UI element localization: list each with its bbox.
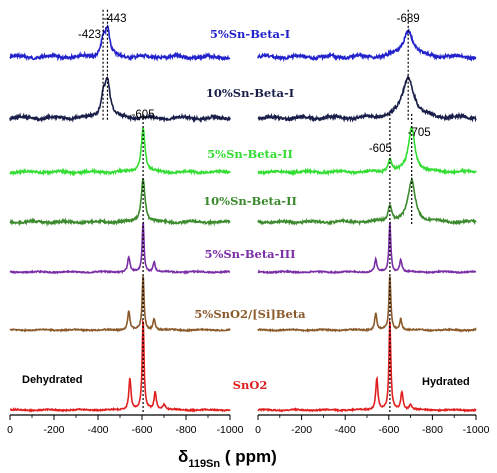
x-tick-label: -1000 <box>463 424 490 436</box>
x-tick-label: -1000 <box>217 424 244 436</box>
panel-hydrated: 0 -200 -400 -600 -800 -1000 -689 -605 -705 <box>255 9 490 436</box>
spectrum-line <box>257 276 477 333</box>
x-tick-label: -200 <box>43 424 64 436</box>
x-tick-label: 0 <box>255 424 261 436</box>
peak-annotation: -689 <box>397 13 420 25</box>
x-tick-label: -600 <box>131 424 152 436</box>
x-axis-label: δ119Sn ( ppm) <box>178 447 277 470</box>
peak-annotation: -423 <box>78 29 101 41</box>
series-label: 10%Sn-Beta-II <box>203 194 297 208</box>
peak-annotation: -443 <box>103 13 126 25</box>
spectrum-line <box>9 221 231 275</box>
series-label: 5%SnO2/[Si]Beta <box>194 307 306 321</box>
spectrum-line <box>9 275 231 333</box>
x-tick-label: -800 <box>175 424 196 436</box>
spectrum-line <box>9 24 231 62</box>
x-tick-label: -600 <box>378 424 399 436</box>
spectrum-line <box>257 176 477 226</box>
spectrum-line <box>257 27 477 63</box>
series-label: 5%Sn-Beta-III <box>204 247 295 261</box>
x-tick-label: -400 <box>335 424 356 436</box>
condition-label-dehydrated: Dehydrated <box>22 374 83 386</box>
panel-dehydrated: 0 -200 -400 -600 -800 -1000 -423-443 -605 <box>7 9 244 436</box>
spectrum-line <box>9 76 231 124</box>
series-label: 5%Sn-Beta-I <box>210 27 290 41</box>
series-labels: 5%Sn-Beta-I 10%Sn-Beta-I 5%Sn-Beta-II 10%Sn… <box>194 27 306 392</box>
series-label: SnO2 <box>233 378 268 392</box>
spectrum-line <box>9 177 231 227</box>
spectrum-line <box>257 73 477 123</box>
x-tick-label: -400 <box>87 424 108 436</box>
peak-annotation: -605 <box>369 143 392 155</box>
spectrum-line <box>257 220 476 275</box>
series-label: 5%Sn-Beta-II <box>207 147 293 161</box>
peak-annotation: -705 <box>408 127 431 139</box>
series-label: 10%Sn-Beta-I <box>206 86 294 100</box>
x-tick-label: 0 <box>7 424 13 436</box>
spectrum-line <box>9 319 231 413</box>
condition-label-hydrated: Hydrated <box>422 376 470 388</box>
x-tick-label: -800 <box>422 424 443 436</box>
peak-annotation: -605 <box>132 109 155 121</box>
spectrum-line <box>257 126 477 177</box>
spectrum-line <box>257 319 477 413</box>
x-tick-label: -200 <box>291 424 312 436</box>
spectrum-line <box>9 127 231 177</box>
